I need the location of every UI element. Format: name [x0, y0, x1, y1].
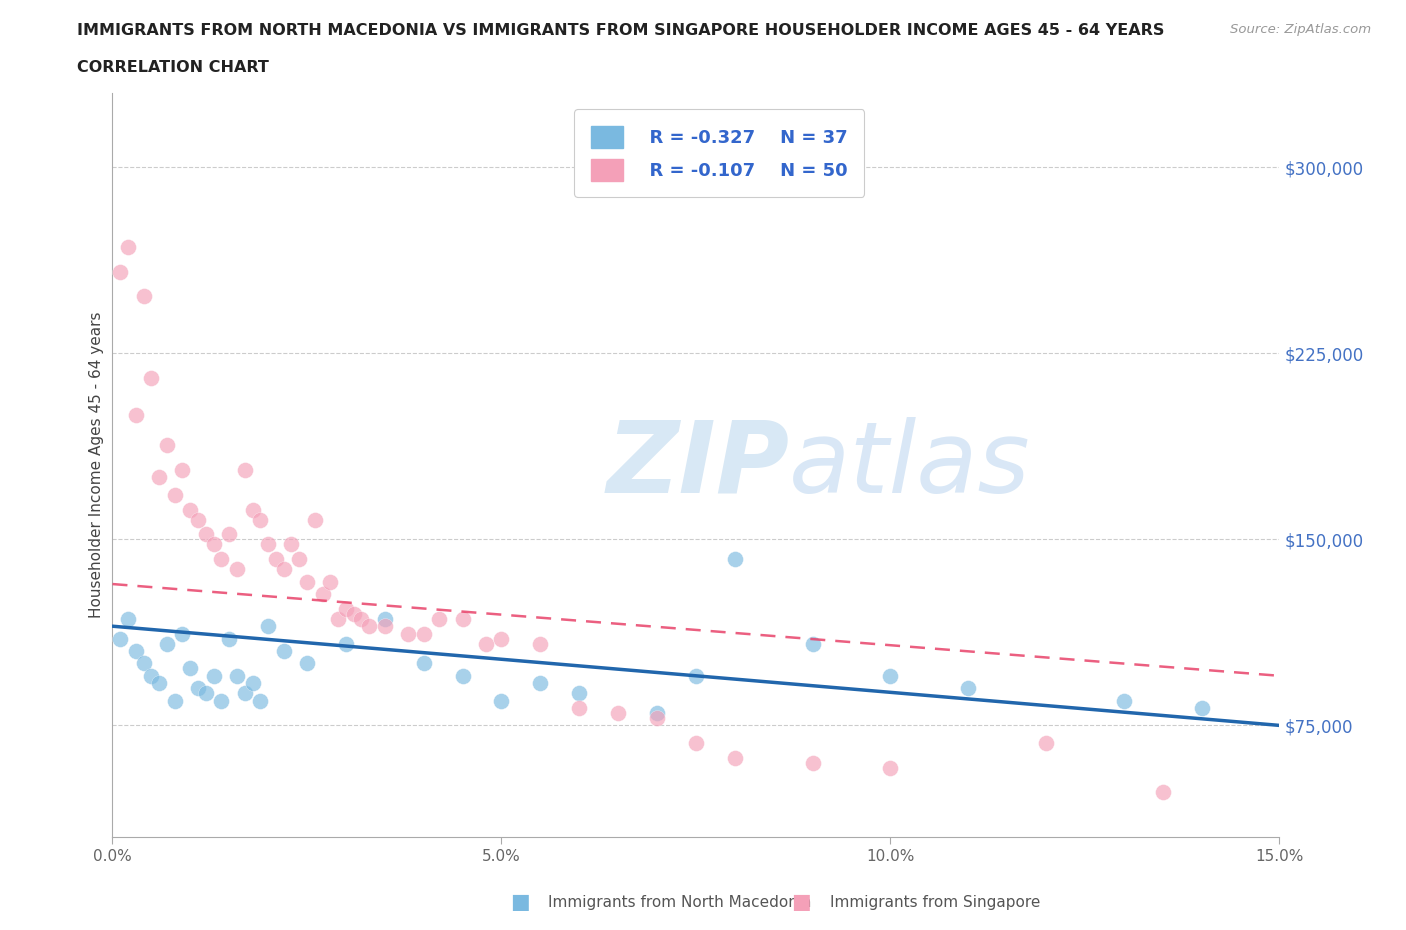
Point — [117, 239, 139, 254]
Point — [350, 611, 373, 626]
Point — [209, 693, 232, 708]
Point — [132, 656, 155, 671]
Point — [257, 618, 280, 633]
Point — [343, 606, 366, 621]
Point — [156, 636, 179, 651]
Point — [132, 289, 155, 304]
Point — [451, 611, 474, 626]
Point — [233, 685, 256, 700]
Point — [801, 636, 824, 651]
Point — [295, 574, 318, 589]
Point — [685, 669, 707, 684]
Point — [1191, 700, 1213, 715]
Point — [724, 751, 747, 765]
Point — [685, 736, 707, 751]
Point — [374, 618, 396, 633]
Point — [257, 537, 280, 551]
Point — [335, 602, 357, 617]
Point — [148, 676, 170, 691]
Point — [1152, 785, 1174, 800]
Point — [187, 681, 209, 696]
Point — [179, 661, 201, 676]
Point — [218, 527, 240, 542]
Text: IMMIGRANTS FROM NORTH MACEDONIA VS IMMIGRANTS FROM SINGAPORE HOUSEHOLDER INCOME : IMMIGRANTS FROM NORTH MACEDONIA VS IMMIG… — [77, 23, 1164, 38]
Point — [172, 462, 194, 477]
Text: ZIP: ZIP — [606, 417, 789, 513]
Point — [491, 693, 513, 708]
Text: ■: ■ — [510, 892, 530, 912]
Point — [412, 656, 434, 671]
Point — [209, 551, 232, 566]
Point — [451, 669, 474, 684]
Point — [491, 631, 513, 646]
Point — [141, 669, 163, 684]
Point — [194, 527, 217, 542]
Text: Source: ZipAtlas.com: Source: ZipAtlas.com — [1230, 23, 1371, 36]
Point — [724, 551, 747, 566]
Point — [359, 618, 381, 633]
Point — [226, 669, 249, 684]
Point — [249, 512, 271, 527]
Point — [110, 264, 132, 279]
Point — [179, 502, 201, 517]
Point — [295, 656, 318, 671]
Point — [645, 711, 668, 725]
Point — [374, 611, 396, 626]
Point — [233, 462, 256, 477]
Point — [117, 611, 139, 626]
Point — [475, 636, 498, 651]
Point — [218, 631, 240, 646]
Point — [110, 631, 132, 646]
Point — [412, 626, 434, 641]
Point — [187, 512, 209, 527]
Point — [202, 537, 225, 551]
Point — [249, 693, 271, 708]
Point — [645, 706, 668, 721]
Point — [148, 470, 170, 485]
Point — [163, 487, 186, 502]
Point — [163, 693, 186, 708]
Point — [1112, 693, 1135, 708]
Point — [326, 611, 349, 626]
Point — [568, 700, 591, 715]
Point — [264, 551, 287, 566]
Point — [273, 644, 295, 658]
Point — [607, 706, 630, 721]
Point — [194, 685, 217, 700]
Point — [141, 371, 163, 386]
Point — [125, 644, 148, 658]
Point — [568, 685, 591, 700]
Point — [335, 636, 357, 651]
Point — [280, 537, 302, 551]
Point — [957, 681, 980, 696]
Text: ■: ■ — [792, 892, 811, 912]
Point — [529, 636, 551, 651]
Point — [427, 611, 450, 626]
Point — [226, 562, 249, 577]
Text: Immigrants from Singapore: Immigrants from Singapore — [830, 895, 1040, 910]
Point — [156, 438, 179, 453]
Point — [202, 669, 225, 684]
Text: atlas: atlas — [789, 417, 1031, 513]
Point — [242, 502, 264, 517]
Point — [125, 408, 148, 423]
Point — [319, 574, 342, 589]
Point — [288, 551, 311, 566]
Point — [879, 669, 901, 684]
Legend:   R = -0.327    N = 37,   R = -0.107    N = 50: R = -0.327 N = 37, R = -0.107 N = 50 — [574, 110, 865, 197]
Point — [172, 626, 194, 641]
Point — [242, 676, 264, 691]
Point — [396, 626, 419, 641]
Point — [879, 760, 901, 775]
Point — [529, 676, 551, 691]
Point — [801, 755, 824, 770]
Point — [1035, 736, 1057, 751]
Point — [304, 512, 326, 527]
Text: Immigrants from North Macedonia: Immigrants from North Macedonia — [548, 895, 811, 910]
Point — [273, 562, 295, 577]
Y-axis label: Householder Income Ages 45 - 64 years: Householder Income Ages 45 - 64 years — [89, 312, 104, 618]
Text: CORRELATION CHART: CORRELATION CHART — [77, 60, 269, 75]
Point — [311, 587, 333, 602]
